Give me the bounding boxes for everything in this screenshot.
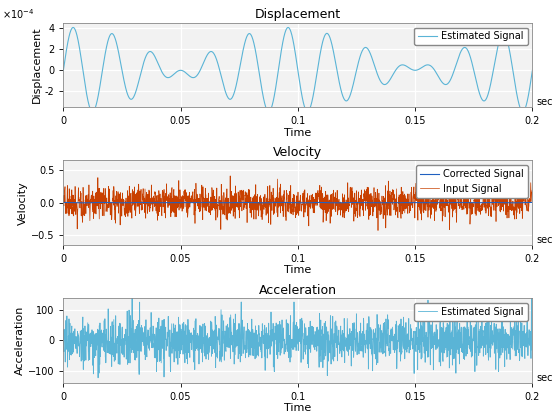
Estimated Signal — [515, 350, 522, 355]
Title: Velocity: Velocity — [273, 146, 323, 159]
Estimated Signal — [60, 68, 67, 73]
Input Signal — [430, 200, 436, 205]
X-axis label: Time: Time — [284, 265, 311, 276]
X-axis label: Time: Time — [284, 128, 311, 138]
Corrected Signal — [516, 200, 522, 205]
Estimated Signal — [430, 330, 436, 335]
Corrected Signal — [80, 200, 86, 205]
Input Signal — [515, 206, 522, 211]
Title: Displacement: Displacement — [255, 8, 341, 21]
Corrected Signal — [60, 200, 67, 205]
Input Signal — [516, 194, 522, 199]
Input Signal — [288, 211, 295, 216]
Estimated Signal — [516, 102, 522, 107]
Text: $\times10^{-4}$: $\times10^{-4}$ — [2, 7, 35, 21]
Line: Estimated Signal: Estimated Signal — [63, 297, 533, 378]
Estimated Signal — [95, 375, 101, 381]
Estimated Signal — [60, 328, 67, 333]
Corrected Signal — [529, 200, 536, 205]
Input Signal — [375, 228, 381, 233]
Estimated Signal — [529, 324, 536, 329]
Input Signal — [84, 200, 91, 205]
Estimated Signal — [430, 66, 436, 71]
Estimated Signal — [516, 347, 522, 352]
Text: sec: sec — [536, 373, 553, 383]
Line: Input Signal: Input Signal — [63, 174, 533, 231]
Corrected Signal — [275, 200, 282, 205]
Text: sec: sec — [536, 235, 553, 245]
Text: sec: sec — [536, 97, 553, 108]
Estimated Signal — [84, 332, 91, 337]
Estimated Signal — [276, 339, 283, 344]
Estimated Signal — [529, 68, 536, 73]
Estimated Signal — [265, 109, 272, 114]
Estimated Signal — [285, 25, 292, 30]
Y-axis label: Acceleration: Acceleration — [15, 306, 25, 375]
Estimated Signal — [276, 62, 283, 67]
Estimated Signal — [288, 345, 295, 350]
Legend: Estimated Signal: Estimated Signal — [414, 303, 528, 320]
Estimated Signal — [288, 33, 295, 38]
Corrected Signal — [84, 200, 91, 205]
Estimated Signal — [528, 294, 535, 299]
Legend: Estimated Signal: Estimated Signal — [414, 27, 528, 45]
Estimated Signal — [84, 95, 91, 100]
Y-axis label: Velocity: Velocity — [18, 181, 28, 225]
Title: Acceleration: Acceleration — [259, 284, 337, 297]
Y-axis label: Displacement: Displacement — [32, 27, 42, 103]
Input Signal — [276, 197, 282, 202]
Line: Estimated Signal: Estimated Signal — [63, 27, 533, 112]
Input Signal — [529, 187, 536, 192]
Corrected Signal — [430, 200, 436, 205]
Corrected Signal — [276, 200, 283, 205]
Legend: Corrected Signal, Input Signal: Corrected Signal, Input Signal — [416, 165, 528, 198]
X-axis label: Time: Time — [284, 403, 311, 413]
Input Signal — [60, 198, 67, 203]
Estimated Signal — [516, 102, 522, 108]
Input Signal — [521, 171, 528, 176]
Corrected Signal — [516, 200, 522, 205]
Corrected Signal — [288, 200, 295, 205]
